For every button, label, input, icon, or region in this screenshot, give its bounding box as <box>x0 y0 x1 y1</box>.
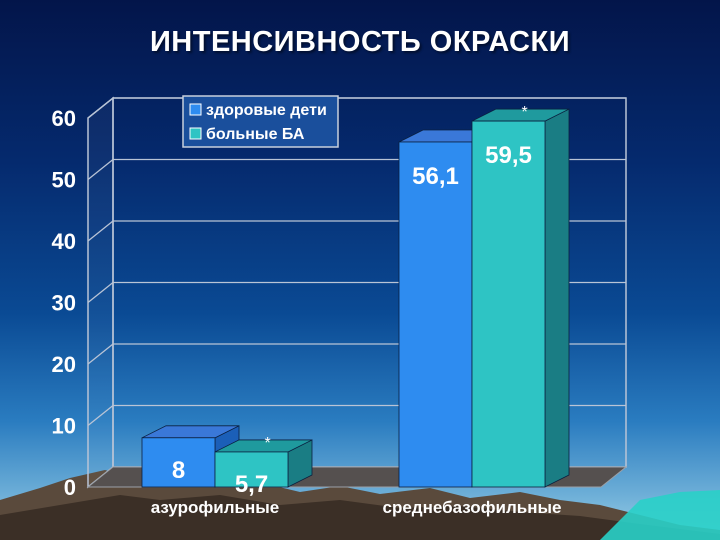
bars: 8 5,7 56,1 59,5 * * <box>141 104 570 498</box>
bar-front <box>214 451 289 488</box>
y-axis: 0 10 20 30 40 50 60 <box>52 106 76 500</box>
gridline-side <box>87 158 114 181</box>
gridline-side <box>87 97 114 119</box>
bar-0-1: 5,7 <box>214 439 313 498</box>
y-tick-label: 10 <box>52 414 76 439</box>
y-tick-label: 30 <box>52 291 76 316</box>
bar-side <box>544 108 570 488</box>
y-tick-label: 20 <box>52 352 76 377</box>
gridline-side <box>87 281 114 304</box>
bar-front <box>398 141 473 488</box>
data-label: 8 <box>172 457 185 484</box>
bar-front <box>141 437 216 488</box>
gridline-side <box>87 343 114 365</box>
x-axis: азурофильные среднебазофильные <box>151 498 562 517</box>
bar-1-1: 59,5 <box>471 108 570 488</box>
legend-swatch <box>189 127 202 140</box>
legend-box <box>182 95 339 148</box>
legend-label: здоровые дети <box>206 102 327 119</box>
mountain-shadow <box>0 495 720 540</box>
significance-mark: * <box>521 104 527 121</box>
significance-mark: * <box>264 435 270 452</box>
y-tick-label: 60 <box>52 106 76 131</box>
chart-title: ИНТЕНСИВНОСТЬ ОКРАСКИ <box>149 26 571 58</box>
y-tick-label: 50 <box>52 168 76 193</box>
data-label: 56,1 <box>412 163 459 190</box>
gridline-side <box>87 220 114 242</box>
y-tick-label: 40 <box>52 229 76 254</box>
gridline-side <box>87 404 114 427</box>
legend-label: больные БА <box>206 126 305 143</box>
legend-swatch <box>189 103 202 116</box>
legend: здоровые дети больные БА <box>182 95 339 148</box>
x-tick-label: азурофильные <box>151 498 280 517</box>
bar-front <box>471 120 546 488</box>
x-tick-label: среднебазофильные <box>383 498 562 517</box>
sea-glow <box>600 490 720 540</box>
y-tick-label: 0 <box>64 475 76 500</box>
data-label: 59,5 <box>485 142 532 169</box>
data-label: 5,7 <box>235 471 268 498</box>
